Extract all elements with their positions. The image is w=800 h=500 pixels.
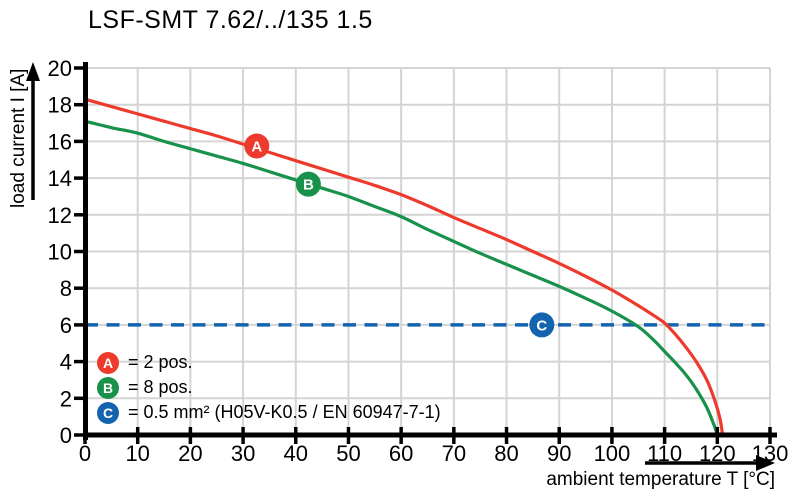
svg-text:14: 14: [48, 166, 72, 191]
svg-text:B: B: [303, 177, 314, 194]
svg-text:0: 0: [79, 441, 91, 466]
legend-item-b: B = 8 pos.: [97, 375, 441, 400]
svg-text:40: 40: [284, 441, 308, 466]
svg-text:20: 20: [178, 441, 202, 466]
svg-text:8: 8: [60, 276, 72, 301]
svg-text:50: 50: [336, 441, 360, 466]
svg-text:18: 18: [48, 93, 72, 118]
svg-text:0: 0: [60, 423, 72, 448]
svg-text:16: 16: [48, 129, 72, 154]
chart-title: LSF-SMT 7.62/../135 1.5: [88, 6, 373, 34]
svg-text:12: 12: [48, 203, 72, 228]
svg-text:2: 2: [60, 386, 72, 411]
legend: A = 2 pos. B = 8 pos. C = 0.5 mm² (H05V-…: [97, 350, 441, 425]
svg-text:6: 6: [60, 313, 72, 338]
svg-text:4: 4: [60, 350, 72, 375]
svg-text:60: 60: [389, 441, 413, 466]
svg-text:80: 80: [494, 441, 518, 466]
svg-text:30: 30: [231, 441, 255, 466]
legend-marker-c-icon: C: [97, 401, 119, 424]
svg-text:90: 90: [547, 441, 571, 466]
svg-text:20: 20: [48, 56, 72, 81]
legend-marker-a-icon: A: [97, 351, 119, 374]
legend-label-a: = 2 pos.: [128, 352, 193, 372]
legend-label-b: = 8 pos.: [128, 377, 193, 397]
legend-item-a: A = 2 pos.: [97, 350, 441, 375]
legend-item-c: C = 0.5 mm² (H05V-K0.5 / EN 60947-7-1): [97, 400, 441, 425]
svg-text:100: 100: [594, 441, 631, 466]
legend-label-c: = 0.5 mm² (H05V-K0.5 / EN 60947-7-1): [128, 402, 441, 422]
svg-text:10: 10: [125, 441, 149, 466]
svg-text:A: A: [251, 138, 262, 155]
svg-text:70: 70: [442, 441, 466, 466]
x-axis-label: ambient temperature T [°C]: [546, 469, 775, 490]
legend-marker-b-icon: B: [97, 376, 119, 399]
svg-text:C: C: [536, 317, 547, 334]
svg-text:10: 10: [48, 240, 72, 265]
